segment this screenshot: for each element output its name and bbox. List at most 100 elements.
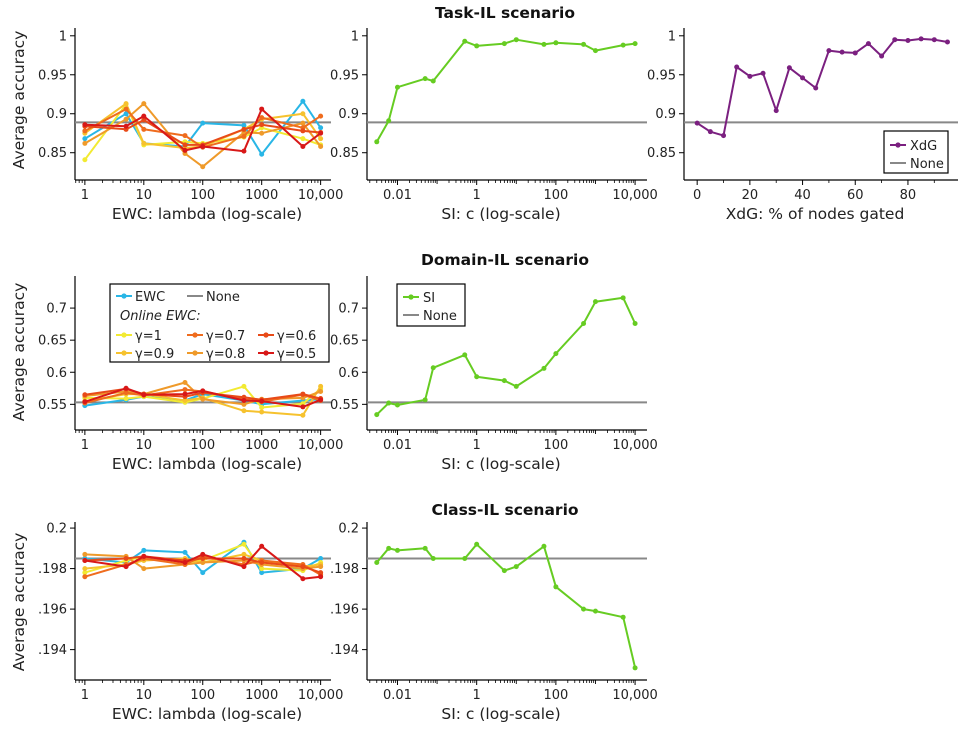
x-tick-label: 100 [543, 688, 568, 703]
data-point-XdG [931, 37, 937, 43]
data-point-SI [592, 299, 598, 305]
data-point-gamma=0.7 [141, 126, 147, 132]
data-point-gamma=0.6 [300, 391, 306, 397]
data-point-SI [374, 139, 380, 145]
x-tick-label: 1 [473, 188, 481, 203]
data-point-SI [553, 584, 559, 590]
data-point-gamma=0.8 [182, 380, 188, 386]
data-point-gamma=0.8 [200, 396, 206, 402]
data-point-gamma=0.8 [318, 564, 324, 570]
data-point-EWC [200, 570, 206, 576]
data-point-XdG [707, 129, 713, 135]
data-point-SI [581, 41, 587, 47]
data-point-gamma=0.5 [182, 391, 188, 397]
x-axis-label: SI: c (log-scale) [441, 705, 560, 723]
x-axis-label: XdG: % of nodes gated [726, 205, 905, 223]
data-point-gamma=0.9 [259, 409, 265, 415]
data-point-gamma=0.6 [182, 142, 188, 148]
data-point-EWC [141, 547, 147, 553]
panel-class-il-ewc: .194 .196 .198 0.2 1 10 100 1000 10,000 EWC: lamb… [38, 522, 343, 723]
data-point-SI [541, 365, 547, 371]
panel-domain-il-si: 0.55 0.6 0.65 0.7 0.01 1 100 10,000 SI: c (log-s… [330, 276, 658, 473]
data-point-SI [553, 351, 559, 357]
legend-gamma-0.5: γ=0.5 [277, 347, 316, 362]
data-point-XdG [773, 108, 779, 114]
x-axis-label: EWC: lambda (log-scale) [112, 205, 302, 223]
y-tick-label: .198 [38, 562, 67, 577]
data-point-gamma=0.8 [200, 560, 206, 566]
data-point-gamma=0.5 [200, 388, 206, 394]
data-point-gamma=0.6 [259, 560, 265, 566]
data-point-gamma=0.5 [318, 397, 324, 403]
y-tick-label: 0.9 [655, 107, 676, 122]
x-tick-label: 0 [693, 188, 701, 203]
data-point-gamma=0.8 [259, 130, 265, 136]
data-point-gamma=0.9 [241, 408, 247, 414]
x-tick-label: 10,000 [612, 438, 658, 453]
x-tick-label: 100 [543, 438, 568, 453]
data-point-gamma=0.5 [123, 385, 129, 391]
series-line-SI [376, 543, 637, 669]
data-point-SI [541, 41, 547, 47]
data-point-gamma=0.5 [182, 147, 188, 153]
y-tick-label: 0.95 [647, 68, 676, 83]
data-point-gamma=1 [241, 541, 247, 547]
y-tick-label: 0.85 [647, 146, 676, 161]
data-point-gamma=0.6 [141, 117, 147, 123]
legend-ewc-label: EWC [135, 290, 165, 305]
data-point-gamma=0.6 [200, 555, 206, 561]
x-axis-label: SI: c (log-scale) [441, 455, 560, 473]
data-point-gamma=0.5 [241, 564, 247, 570]
y-tick-label: .196 [38, 603, 67, 618]
panel-domain-il-ewc: 0.55 0.6 0.65 0.7 1 10 100 1000 10,000 EWC: lambd… [38, 276, 343, 473]
x-tick-label: 40 [794, 188, 811, 203]
data-point-gamma=0.5 [318, 574, 324, 580]
data-point-XdG [918, 36, 924, 42]
y-tick-label: 0.65 [38, 334, 67, 349]
data-point-gamma=0.5 [141, 113, 147, 119]
x-tick-label: 10 [136, 688, 153, 703]
legend-online-ewc-label: Online EWC: [120, 309, 201, 324]
data-point-XdG [800, 75, 806, 81]
legend-xdg: XdG None [883, 130, 949, 174]
x-axis-label: EWC: lambda (log-scale) [112, 455, 302, 473]
x-tick-label: 1 [81, 688, 89, 703]
data-point-XdG [786, 65, 792, 71]
x-tick-label: 10,000 [612, 188, 658, 203]
data-point-gamma=0.6 [300, 564, 306, 570]
data-point-gamma=0.5 [300, 404, 306, 410]
class-il-title: Class-IL scenario [431, 501, 578, 519]
legend-gamma-1: γ=1 [135, 329, 162, 344]
data-point-XdG [852, 50, 858, 56]
data-point-gamma=0.5 [182, 560, 188, 566]
x-tick-label: 0.01 [383, 688, 412, 703]
data-point-SI [632, 665, 638, 671]
y-tick-label: .194 [330, 643, 359, 658]
task-il-ylabel: Average accuracy [10, 31, 28, 170]
data-point-gamma=0.7 [182, 133, 188, 139]
data-point-SI [474, 541, 480, 547]
domain-il-title: Domain-IL scenario [421, 251, 589, 269]
data-point-SI [541, 543, 547, 549]
data-point-gamma=0.9 [82, 566, 88, 572]
x-tick-label: 10,000 [612, 688, 658, 703]
legend-gamma-0.7: γ=0.7 [206, 329, 245, 344]
data-point-SI [553, 40, 559, 46]
data-point-gamma=0.8 [123, 116, 129, 122]
x-tick-label: 1 [473, 688, 481, 703]
data-point-gamma=1 [82, 157, 88, 163]
data-point-SI [386, 118, 392, 124]
panel-class-il-si: .194 .196 .198 0.2 0.01 1 100 10,000 SI: c (log-… [330, 522, 658, 723]
x-tick-label: 1 [81, 188, 89, 203]
data-point-SI [501, 568, 507, 574]
data-point-gamma=0.5 [241, 148, 247, 154]
y-tick-label: 0.55 [330, 398, 359, 413]
data-point-gamma=0.6 [241, 555, 247, 561]
y-tick-label: 0.85 [38, 146, 67, 161]
data-point-gamma=1 [259, 405, 265, 411]
y-tick-label: 0.55 [38, 398, 67, 413]
data-point-gamma=0.5 [300, 576, 306, 582]
data-point-gamma=0.5 [300, 143, 306, 149]
x-tick-label: 1 [81, 438, 89, 453]
data-point-gamma=0.6 [123, 555, 129, 561]
